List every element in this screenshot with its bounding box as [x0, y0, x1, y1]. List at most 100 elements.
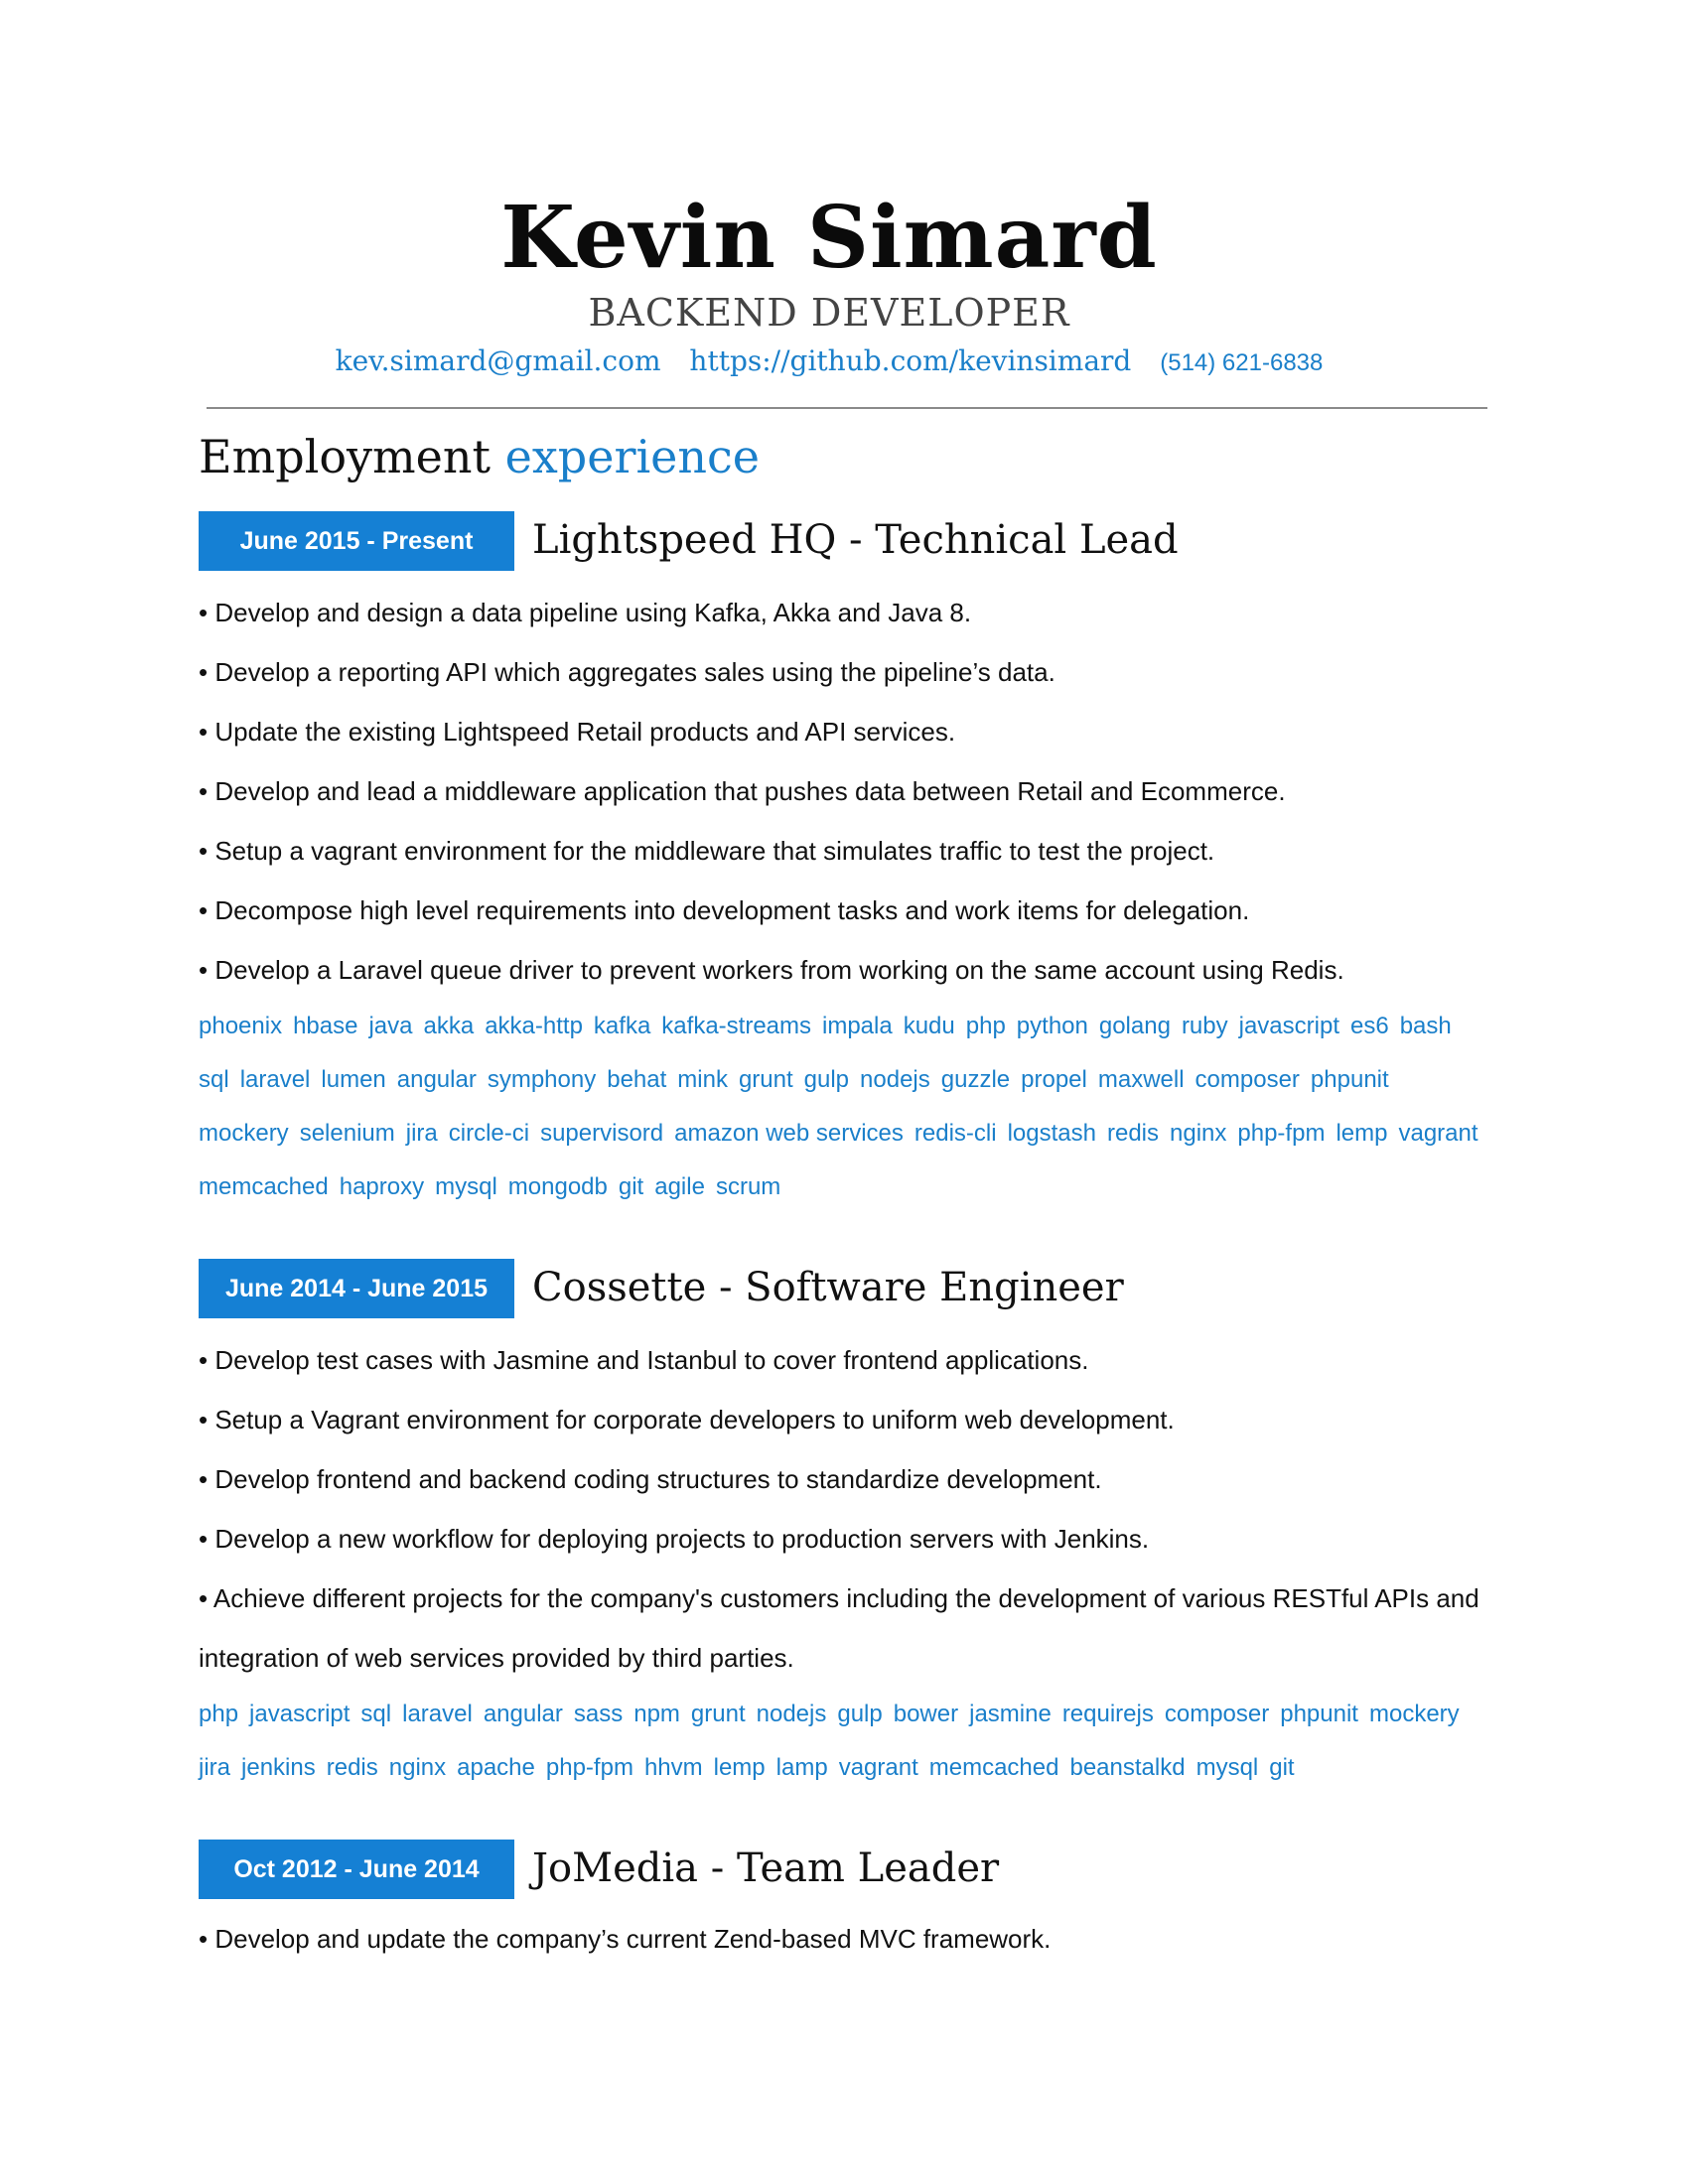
skill-tags: php javascript sql laravel angular sass npm gru… [199, 1688, 1489, 1795]
skill-tag: hhvm [643, 1754, 703, 1781]
skill-tag: laravel [402, 1701, 473, 1727]
job-title: JoMedia - Team Leader [532, 1845, 1000, 1891]
skill-tag: circle-ci [448, 1120, 530, 1147]
skill-tag: sass [573, 1701, 624, 1727]
skill-tag: composer [1195, 1066, 1300, 1093]
skill-tag: mysql [435, 1173, 497, 1200]
skill-tag: akka [423, 1013, 475, 1039]
job-head: June 2015 - Present Lightspeed HQ - Tech… [199, 511, 1489, 573]
job-title: Cossette - Software Engineer [532, 1265, 1124, 1310]
bullet-item: • Develop a Laravel queue driver to prev… [199, 955, 1344, 985]
bullet-item: • Develop frontend and backend coding st… [199, 1464, 1102, 1494]
email-link[interactable]: kev.simard@gmail.com [335, 344, 661, 377]
skill-tag: impala [822, 1013, 893, 1039]
candidate-role: BACKEND DEVELOPER [588, 291, 1070, 335]
skill-tag: es6 [1350, 1013, 1389, 1039]
skill-tag: phpunit [1280, 1701, 1358, 1727]
skill-tag: php [965, 1013, 1006, 1039]
skill-tag: requirejs [1061, 1701, 1154, 1727]
skill-tag: lemp [713, 1754, 766, 1781]
skill-tag: nginx [388, 1754, 447, 1781]
skill-tag: logstash [1007, 1120, 1096, 1147]
skill-tag: bower [893, 1701, 959, 1727]
skill-tag: nginx [1170, 1120, 1227, 1147]
skill-tag: mockery [199, 1120, 289, 1147]
skill-tag: lemp [1336, 1120, 1388, 1147]
skill-tag: redis [326, 1754, 378, 1781]
bullet-item: • Update the existing Lightspeed Retail … [199, 717, 956, 747]
skill-tag: memcached [199, 1173, 329, 1200]
skill-tag: sql [199, 1066, 229, 1093]
skill-tag: lumen [321, 1066, 386, 1093]
phone-number[interactable]: (514) 621-6838 [1160, 349, 1324, 376]
section-title-accent: experience [504, 430, 760, 483]
skill-tag: phoenix [199, 1013, 283, 1039]
skill-tag: symphony [487, 1066, 597, 1093]
skill-tag: mongodb [507, 1173, 608, 1200]
skill-tag: redis-cli [914, 1120, 997, 1147]
skill-tag: angular [396, 1066, 477, 1093]
skill-tag: vagrant [838, 1754, 918, 1781]
skill-tag: memcached [928, 1754, 1059, 1781]
skill-tag: angular [483, 1701, 563, 1727]
skill-tag: mysql [1196, 1754, 1259, 1781]
skill-tag: grunt [738, 1066, 793, 1093]
skill-tag: beanstalkd [1069, 1754, 1186, 1781]
skill-tag: golang [1098, 1013, 1171, 1039]
skill-tag: javascript [249, 1701, 351, 1727]
skill-tag: mink [677, 1066, 728, 1093]
skill-tag: amazon web services [674, 1120, 904, 1147]
github-link[interactable]: https://github.com/kevinsimard [689, 344, 1132, 377]
section-title-employment: Employment experience [199, 427, 760, 486]
skill-tag: phpunit [1310, 1066, 1389, 1093]
bullet-item: • Develop and update the company’s curre… [199, 1924, 1052, 1954]
bullet-item: • Develop a new workflow for deploying p… [199, 1524, 1150, 1554]
bullet-item: integration of web services provided by … [199, 1643, 794, 1673]
bullet-item: • Develop test cases with Jasmine and Is… [199, 1345, 1089, 1375]
skill-tag: kudu [903, 1013, 955, 1039]
candidate-name: Kevin Simard [500, 188, 1158, 288]
skill-tag: nodejs [756, 1701, 827, 1727]
skill-tag: mockery [1368, 1701, 1460, 1727]
bullet-item: • Decompose high level requirements into… [199, 895, 1250, 925]
skill-tag: laravel [239, 1066, 311, 1093]
section-title-plain: Employment [199, 430, 491, 483]
skill-tag: akka-http [485, 1013, 583, 1039]
job-bullets: • Develop and design a data pipeline usi… [199, 583, 1489, 1000]
skill-tag: jenkins [241, 1754, 316, 1781]
skill-tag: jira [199, 1754, 231, 1781]
skill-tag: redis [1106, 1120, 1160, 1147]
bullet-item: • Develop and design a data pipeline usi… [199, 598, 972, 627]
skill-tag: kafka [593, 1013, 651, 1039]
skill-tag: selenium [299, 1120, 395, 1147]
skill-tag: nodejs [860, 1066, 930, 1093]
skill-tag: lamp [775, 1754, 828, 1781]
skill-tag: hbase [293, 1013, 358, 1039]
date-badge: June 2014 - June 2015 [199, 1259, 514, 1318]
resume-header: Kevin Simard BACKEND DEVELOPER kev.simar… [199, 187, 1489, 385]
bullet-item: • Achieve different projects for the com… [199, 1583, 1479, 1613]
skill-tag: guzzle [940, 1066, 1011, 1093]
skill-tag: php-fpm [1237, 1120, 1326, 1147]
skill-tag: supervisord [540, 1120, 664, 1147]
skill-tag: npm [633, 1701, 680, 1727]
skill-tag: kafka-streams [661, 1013, 811, 1039]
skill-tag: gulp [837, 1701, 883, 1727]
skill-tag: git [1269, 1754, 1295, 1781]
date-badge: June 2015 - Present [199, 511, 514, 571]
job-entry-lightspeed: June 2015 - Present Lightspeed HQ - Tech… [199, 511, 1489, 1214]
bullet-item: • Develop and lead a middleware applicat… [199, 776, 1286, 806]
skill-tag: maxwell [1097, 1066, 1185, 1093]
date-badge: Oct 2012 - June 2014 [199, 1840, 514, 1899]
skill-tag: behat [607, 1066, 667, 1093]
skill-tag: javascript [1238, 1013, 1339, 1039]
skill-tag: haproxy [339, 1173, 425, 1200]
header-divider [207, 407, 1487, 409]
skill-tag: apache [457, 1754, 535, 1781]
skill-tag: propel [1021, 1066, 1087, 1093]
skill-tag: git [618, 1173, 644, 1200]
skill-tag: gulp [803, 1066, 850, 1093]
skill-tag: python [1016, 1013, 1088, 1039]
bullet-item: • Setup a Vagrant environment for corpor… [199, 1405, 1175, 1434]
skill-tag: ruby [1181, 1013, 1228, 1039]
